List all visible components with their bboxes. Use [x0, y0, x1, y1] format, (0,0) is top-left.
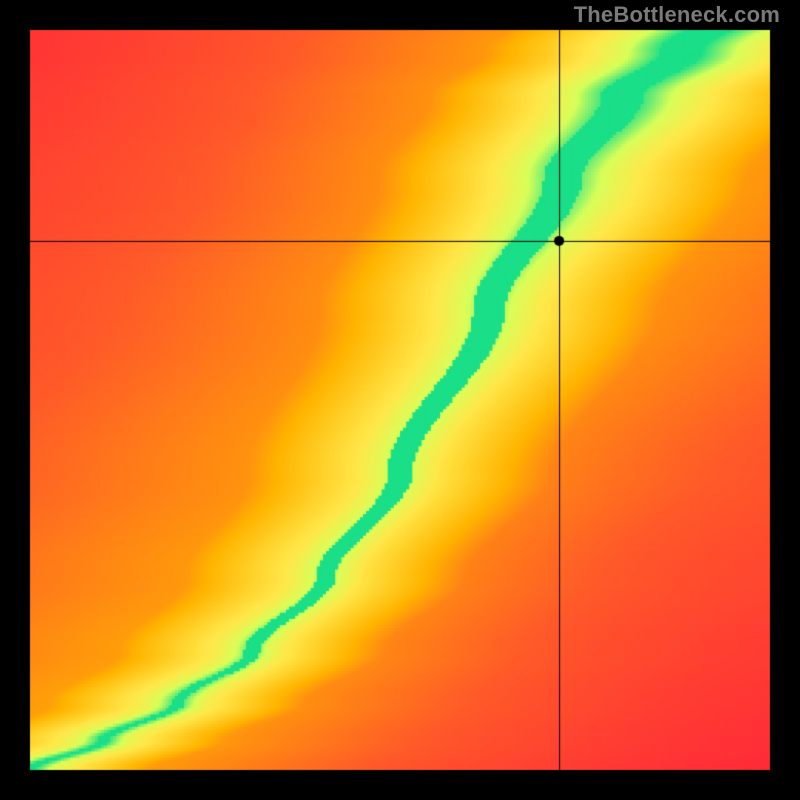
- chart-root: TheBottleneck.com: [0, 0, 800, 800]
- bottleneck-heatmap-canvas: [0, 0, 800, 800]
- watermark-text: TheBottleneck.com: [574, 2, 780, 28]
